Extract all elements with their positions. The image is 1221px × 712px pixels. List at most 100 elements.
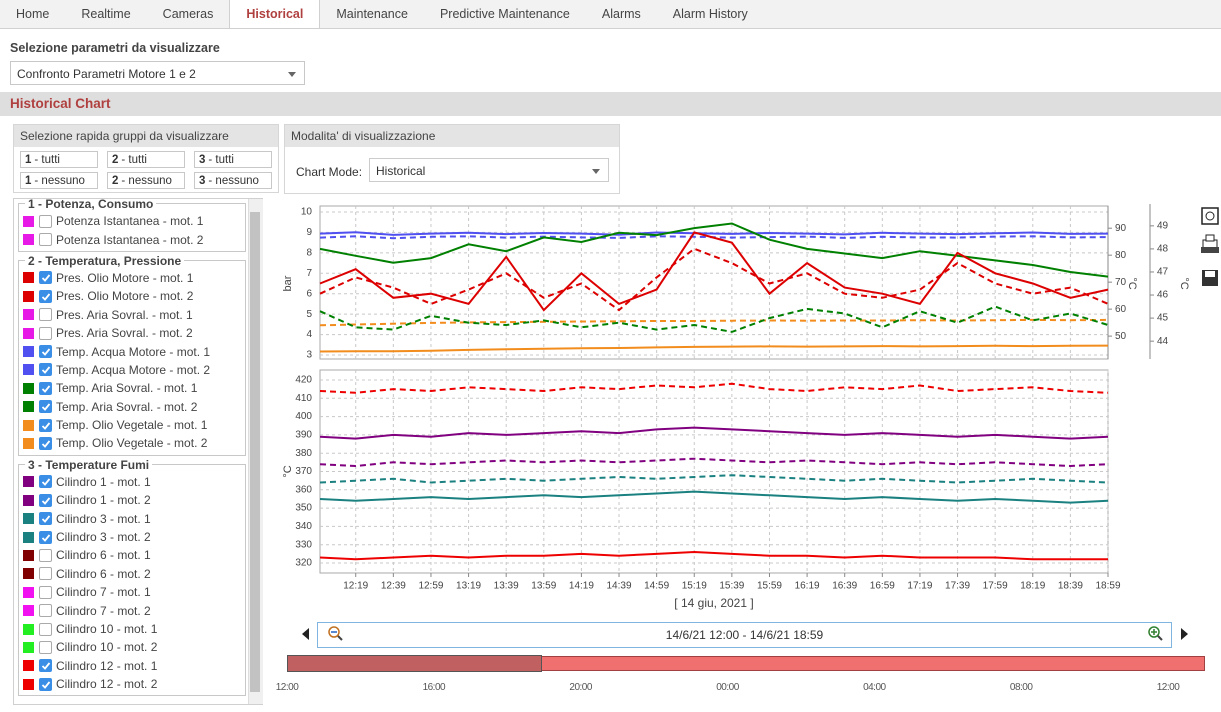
nav-tick-label: 20:00 [569, 682, 592, 693]
checkbox[interactable] [39, 400, 52, 414]
checkbox[interactable] [39, 381, 52, 395]
quick-button[interactable]: 1- tutti [20, 151, 98, 168]
section-bar [0, 92, 1221, 116]
tab[interactable]: Historical [229, 0, 321, 28]
color-swatch [23, 272, 34, 284]
quick-button[interactable]: 1- nessuno [20, 172, 98, 189]
x-tick-label: 17:59 [983, 581, 1008, 592]
checkbox[interactable] [39, 567, 52, 581]
series-line [319, 550, 1108, 561]
quick-button[interactable]: 2- tutti [107, 151, 185, 168]
quick-button[interactable]: 3- nessuno [194, 172, 272, 189]
x-axis-label: [ 14 giu, 2021 ] [674, 596, 753, 610]
checkbox[interactable] [39, 622, 52, 636]
item-label: Potenza Istantanea - mot. 1 [56, 214, 204, 229]
item-row: Pres. Olio Motore - mot. 2 [23, 287, 241, 305]
checkbox[interactable] [39, 640, 52, 654]
nav-right[interactable] [1181, 628, 1188, 640]
y-tick-label: 8 [306, 247, 312, 258]
check-mark [41, 293, 51, 301]
color-swatch [23, 437, 34, 449]
quick-button[interactable]: 3- tutti [194, 151, 272, 168]
tab[interactable]: Realtime [81, 7, 131, 21]
tab[interactable]: Maintenance [336, 7, 408, 21]
checkbox[interactable] [39, 271, 52, 285]
print-icon[interactable] [1201, 234, 1219, 253]
item-row: Cilindro 7 - mot. 1 [23, 583, 241, 601]
x-tick-label: 12:59 [418, 581, 443, 592]
range-selection[interactable] [287, 655, 542, 672]
check-mark [41, 385, 51, 393]
parameter-select[interactable]: Confronto Parametri Motore 1 e 2 [10, 61, 305, 85]
checkbox[interactable] [39, 436, 52, 450]
tab[interactable]: Predictive Maintenance [439, 7, 570, 21]
tab[interactable]: Alarms [601, 7, 641, 21]
checkbox[interactable] [39, 659, 52, 673]
zoom-in[interactable] [1148, 626, 1163, 641]
zoom-out[interactable] [328, 626, 343, 641]
y-axis-label: bar [282, 275, 294, 291]
color-swatch [23, 531, 34, 543]
item-label: Temp. Acqua Motore - mot. 1 [56, 344, 211, 359]
y2-tick-label: 80 [1115, 250, 1127, 261]
nav-left[interactable] [302, 628, 309, 640]
nav-tick-label: 12:00 [1156, 682, 1180, 693]
color-swatch [23, 641, 34, 653]
y-tick-label: 410 [295, 393, 312, 404]
item-row: Temp. Acqua Motore - mot. 1 [23, 342, 241, 360]
nav-tick-label: 08:00 [1009, 682, 1033, 693]
item-label: Temp. Aria Sovral. - mot. 1 [56, 381, 198, 396]
x-tick-label: 14:59 [644, 581, 669, 592]
item-row: Temp. Aria Sovral. - mot. 2 [23, 398, 241, 416]
item-row: Cilindro 6 - mot. 1 [23, 546, 241, 564]
y-tick-label: 350 [295, 503, 312, 514]
tab[interactable]: Cameras [162, 7, 214, 21]
checkbox[interactable] [39, 475, 52, 489]
checkbox[interactable] [39, 530, 52, 544]
checkbox[interactable] [39, 345, 52, 359]
navigator-ticks: 12:00 16:00 20:00 00:00 04:00 08:00 12:00 [0, 682, 1221, 698]
checkbox[interactable] [39, 289, 52, 303]
group-title: 3 - Temperature Fumi [25, 457, 153, 472]
mode-label: Chart Mode: [296, 165, 363, 179]
checkbox[interactable] [39, 363, 52, 377]
x-tick-label: 12:39 [381, 581, 406, 592]
y-axis-label: °C [282, 465, 294, 477]
item-row: Temp. Olio Vegetale - mot. 2 [23, 434, 241, 452]
tab[interactable]: Alarm History [672, 7, 748, 21]
checkbox[interactable] [39, 418, 52, 432]
x-tick-label: 13:39 [494, 581, 519, 592]
series-line [319, 426, 1109, 440]
save-icon[interactable] [1202, 270, 1218, 286]
tab[interactable]: Home [16, 7, 50, 21]
check-mark [41, 348, 51, 356]
checkbox[interactable] [39, 214, 52, 228]
item-label: Cilindro 3 - mot. 2 [56, 530, 151, 545]
checkbox[interactable] [39, 308, 52, 322]
mode-select[interactable]: Historical [369, 158, 609, 182]
checkbox[interactable] [39, 604, 52, 618]
checkbox[interactable] [39, 585, 52, 599]
y2-tick-label: 70 [1115, 277, 1127, 288]
item-row: Cilindro 1 - mot. 1 [23, 473, 241, 491]
checkbox[interactable] [39, 326, 52, 340]
y2-tick-label: 60 [1115, 304, 1127, 315]
checkbox[interactable] [39, 677, 52, 691]
nav-tick-label: 00:00 [716, 682, 739, 693]
checkbox[interactable] [39, 493, 52, 507]
scroll-thumb[interactable] [250, 212, 260, 692]
button-text: - nessuno [208, 175, 259, 187]
button-text: - tutti [34, 154, 60, 166]
y-tick-label: 330 [295, 539, 312, 550]
fit-icon[interactable] [1201, 207, 1219, 225]
checkbox[interactable] [39, 233, 52, 247]
group-number: 3 [199, 175, 206, 187]
y-tick-label: 400 [295, 411, 312, 422]
x-tick-label: 18:39 [1058, 581, 1083, 592]
y3-tick-label: 48 [1157, 244, 1169, 255]
quick-button[interactable]: 2- nessuno [107, 172, 185, 189]
check-mark [41, 422, 51, 430]
checkbox[interactable] [39, 512, 52, 526]
checkbox[interactable] [39, 548, 52, 562]
check-mark [41, 366, 51, 375]
